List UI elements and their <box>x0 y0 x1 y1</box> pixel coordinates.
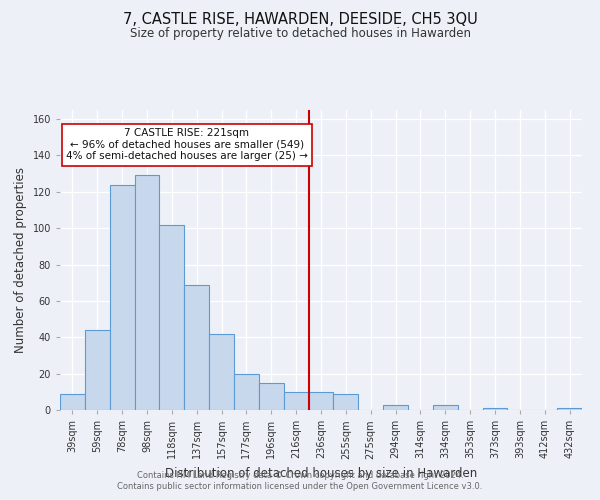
Bar <box>284 392 308 410</box>
Bar <box>209 334 234 410</box>
Text: Size of property relative to detached houses in Hawarden: Size of property relative to detached ho… <box>130 28 470 40</box>
Bar <box>60 394 85 410</box>
Text: 7 CASTLE RISE: 221sqm
← 96% of detached houses are smaller (549)
4% of semi-deta: 7 CASTLE RISE: 221sqm ← 96% of detached … <box>66 128 308 162</box>
Bar <box>433 404 458 410</box>
Bar <box>134 176 160 410</box>
Y-axis label: Number of detached properties: Number of detached properties <box>14 167 27 353</box>
Bar <box>557 408 582 410</box>
Text: Contains HM Land Registry data © Crown copyright and database right 2024.: Contains HM Land Registry data © Crown c… <box>137 471 463 480</box>
Bar <box>85 330 110 410</box>
Bar <box>334 394 358 410</box>
Text: Contains public sector information licensed under the Open Government Licence v3: Contains public sector information licen… <box>118 482 482 491</box>
X-axis label: Distribution of detached houses by size in Hawarden: Distribution of detached houses by size … <box>165 467 477 480</box>
Bar <box>184 284 209 410</box>
Text: 7, CASTLE RISE, HAWARDEN, DEESIDE, CH5 3QU: 7, CASTLE RISE, HAWARDEN, DEESIDE, CH5 3… <box>122 12 478 28</box>
Bar <box>259 382 284 410</box>
Bar <box>160 224 184 410</box>
Bar <box>383 404 408 410</box>
Bar <box>110 184 134 410</box>
Bar <box>308 392 334 410</box>
Bar <box>482 408 508 410</box>
Bar <box>234 374 259 410</box>
